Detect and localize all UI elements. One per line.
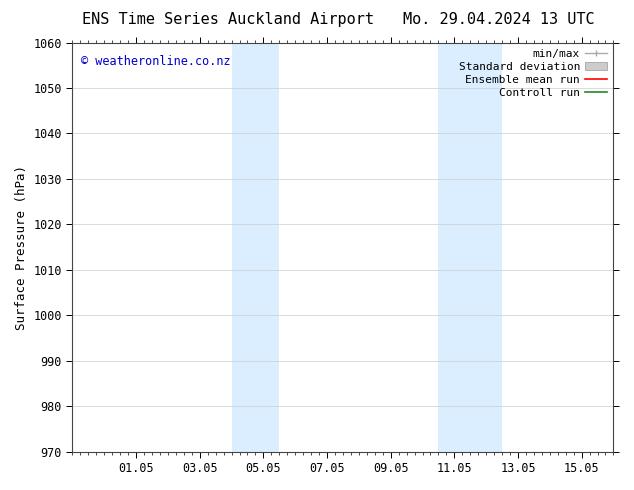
Bar [231,43,280,452]
Bar [439,43,502,452]
Text: © weatheronline.co.nz: © weatheronline.co.nz [81,55,230,68]
Text: Mo. 29.04.2024 13 UTC: Mo. 29.04.2024 13 UTC [403,12,594,27]
Legend: min/max, Standard deviation, Ensemble mean run, Controll run: min/max, Standard deviation, Ensemble me… [454,45,611,102]
Y-axis label: Surface Pressure (hPa): Surface Pressure (hPa) [15,165,28,330]
Text: ENS Time Series Auckland Airport: ENS Time Series Auckland Airport [82,12,375,27]
